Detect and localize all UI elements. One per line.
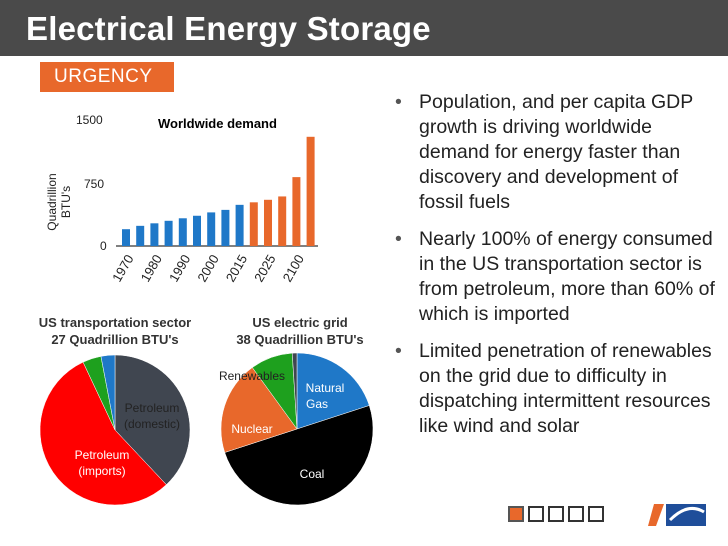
label-petroleum-imports: Petroleum: [75, 448, 130, 462]
label-nuclear: Nuclear: [231, 422, 272, 436]
transport-pie-title: US transportation sector: [39, 315, 191, 330]
bullet-text: Nearly 100% of energy consumed in the US…: [419, 228, 715, 325]
grid-pie-subtitle: 38 Quadrillion BTU's: [236, 332, 363, 347]
grid-pie-slices: [220, 352, 374, 506]
y-axis-label-line2: BTU's: [59, 186, 73, 218]
bullet-glyph: •: [395, 340, 402, 362]
transport-pie-slices: [39, 354, 191, 506]
bullet-text: Limited penetration of renewables on the…: [419, 340, 712, 437]
x-tick-label: 2025: [251, 252, 278, 285]
bullet-item: • Nearly 100% of energy consumed in the U…: [395, 227, 715, 327]
company-logo: [648, 504, 706, 526]
transport-pie-subtitle: 27 Quadrillion BTU's: [51, 332, 178, 347]
slide-title: Electrical Energy Storage: [26, 10, 431, 47]
section-tag: URGENCY: [40, 62, 174, 92]
bar: [150, 223, 159, 246]
bar: [221, 209, 230, 246]
slide-nav-square-1[interactable]: [508, 506, 524, 522]
bullet-list: • Population, and per capita GDP growth i…: [395, 90, 715, 451]
bar-series: [122, 136, 315, 246]
bar: [306, 136, 315, 246]
pie-slice: [296, 352, 370, 430]
label-petroleum-imports-2: (imports): [78, 464, 125, 478]
pie-slice: [39, 361, 167, 506]
bullet-glyph: •: [395, 91, 402, 113]
logo-swoosh: [668, 506, 705, 522]
label-natural-gas-2: Gas: [306, 397, 328, 411]
bar-chart: Worldwide demand 1500 750 0 Quadrillion …: [45, 113, 318, 285]
bar: [178, 218, 187, 246]
x-tick-label: 2100: [280, 252, 307, 285]
slide-nav: [508, 506, 604, 522]
bar-chart-title: Worldwide demand: [158, 116, 277, 131]
logo-slash: [648, 504, 664, 526]
x-tick-label: 2015: [223, 252, 250, 285]
bar: [164, 220, 173, 246]
bullet-text: Population, and per capita GDP growth is…: [419, 91, 693, 213]
bullet-item: • Population, and per capita GDP growth i…: [395, 90, 715, 215]
y-axis-label-line1: Quadrillion: [45, 173, 59, 230]
bar: [193, 215, 201, 246]
slide-nav-square-5[interactable]: [588, 506, 604, 522]
bar: [207, 212, 216, 246]
label-renewables: Renewables: [219, 369, 285, 383]
pie-slice: [291, 352, 298, 430]
label-petroleum-domestic: Petroleum: [125, 401, 180, 415]
x-tick-labels: 1970 1980 1990 2000 2015 2025 2100: [109, 252, 307, 285]
slide-nav-square-2[interactable]: [528, 506, 544, 522]
pie-slice: [114, 354, 191, 486]
bar: [136, 225, 145, 246]
grid-pie-title: US electric grid: [252, 315, 347, 330]
bar: [292, 177, 301, 246]
x-tick-label: 1990: [166, 252, 193, 285]
transport-pie-chart: US transportation sector 27 Quadrillion …: [39, 315, 191, 506]
label-coal: Coal: [300, 467, 325, 481]
header-bar: [0, 0, 728, 56]
grid-pie-chart: US electric grid 38 Quadrillion BTU's Re…: [219, 315, 374, 506]
logo-block: [666, 504, 706, 526]
ytick-0: 0: [100, 239, 107, 253]
bar: [278, 196, 287, 246]
label-natural-gas: Natural: [306, 381, 345, 395]
x-tick-label: 2000: [194, 252, 221, 285]
label-petroleum-domestic-2: (domestic): [124, 417, 180, 431]
x-tick-label: 1980: [138, 252, 165, 285]
x-tick-label: 1970: [109, 252, 136, 285]
bullet-item: • Limited penetration of renewables on th…: [395, 339, 715, 439]
bar: [264, 199, 272, 246]
ytick-1500: 1500: [76, 113, 103, 127]
bar: [249, 202, 258, 246]
pie-slice: [220, 367, 298, 453]
bar: [235, 204, 244, 246]
bar: [122, 229, 130, 246]
slide-nav-square-4[interactable]: [568, 506, 584, 522]
pie-slice: [100, 354, 116, 431]
pie-slice: [224, 405, 374, 506]
slide-nav-square-3[interactable]: [548, 506, 564, 522]
bullet-glyph: •: [395, 228, 402, 250]
ytick-750: 750: [84, 177, 104, 191]
